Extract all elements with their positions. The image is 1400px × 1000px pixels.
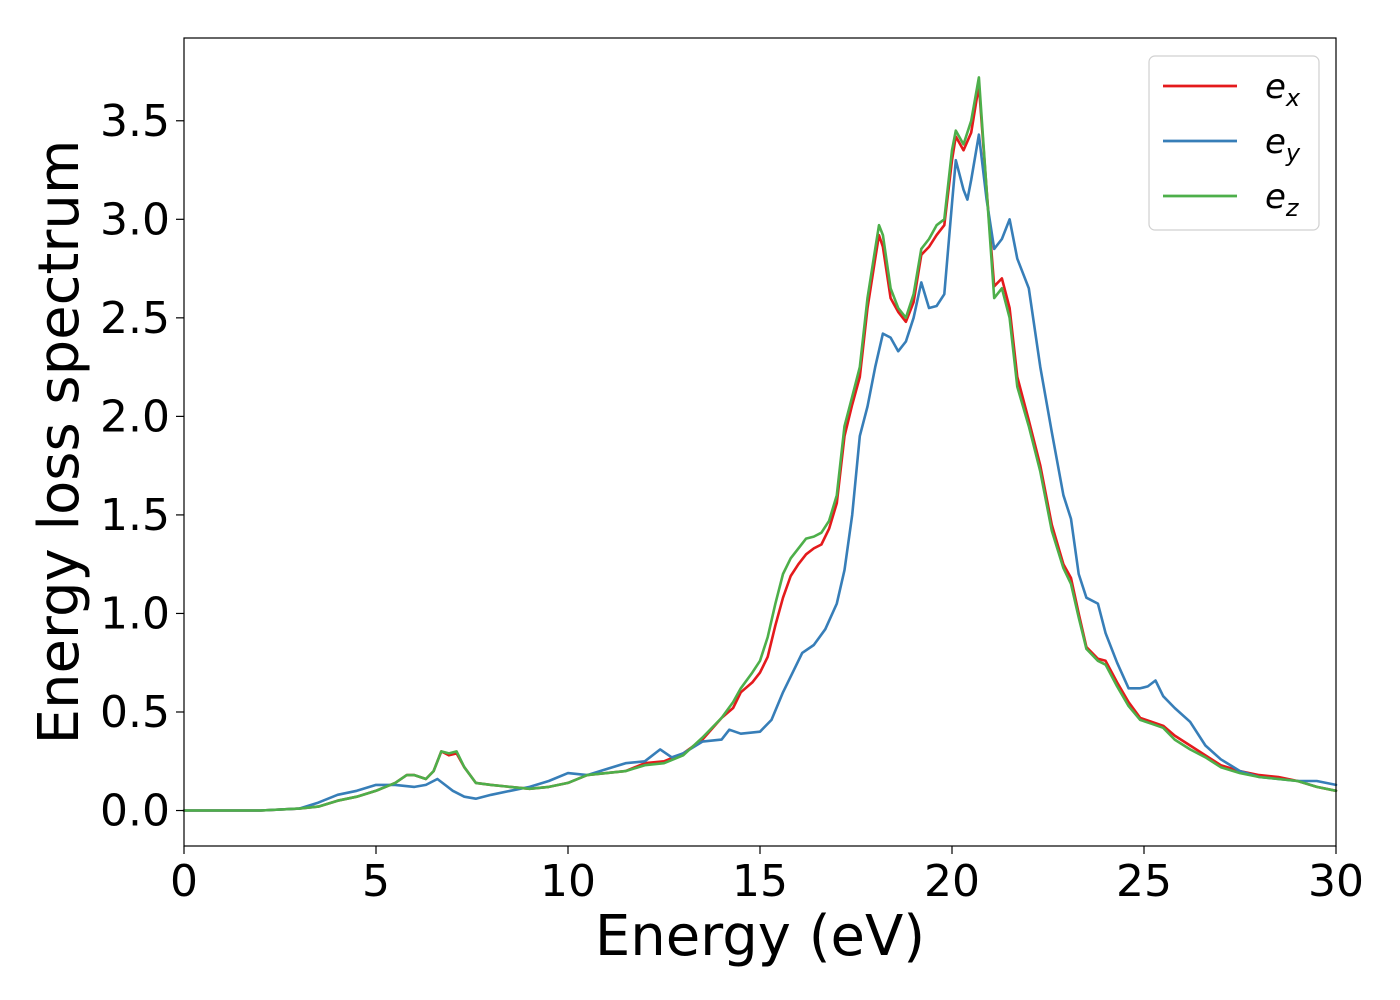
legend-box — [1148, 55, 1320, 231]
x-tick-label: 5 — [362, 856, 390, 907]
x-tick-label: 25 — [1116, 856, 1172, 907]
y-tick-label: 0.0 — [100, 786, 170, 837]
y-tick-label: 2.5 — [100, 293, 170, 344]
series-line-e-z — [182, 76, 1338, 812]
y-tick-label: 1.5 — [100, 490, 170, 541]
series-line-e-y — [182, 133, 1338, 812]
y-axis-ticks: 0.0 0.5 1.0 1.5 2.0 2.5 3.0 3.5 — [100, 96, 184, 837]
x-tick-label: 10 — [540, 856, 596, 907]
y-tick-label: 3.5 — [100, 96, 170, 147]
x-tick-label: 15 — [732, 856, 788, 907]
x-axis-title: Energy (eV) — [595, 904, 925, 969]
x-axis-ticks: 0 5 10 15 20 25 30 — [170, 846, 1364, 907]
y-tick-label: 2.0 — [100, 391, 170, 442]
y-tick-label: 3.0 — [100, 194, 170, 245]
series-layer — [182, 76, 1338, 812]
y-tick-label: 0.5 — [100, 687, 170, 738]
x-tick-label: 30 — [1308, 856, 1364, 907]
x-tick-label: 0 — [170, 856, 198, 907]
y-axis-title: Energy loss spectrum — [27, 140, 92, 745]
y-tick-label: 1.0 — [100, 588, 170, 639]
x-tick-label: 20 — [924, 856, 980, 907]
